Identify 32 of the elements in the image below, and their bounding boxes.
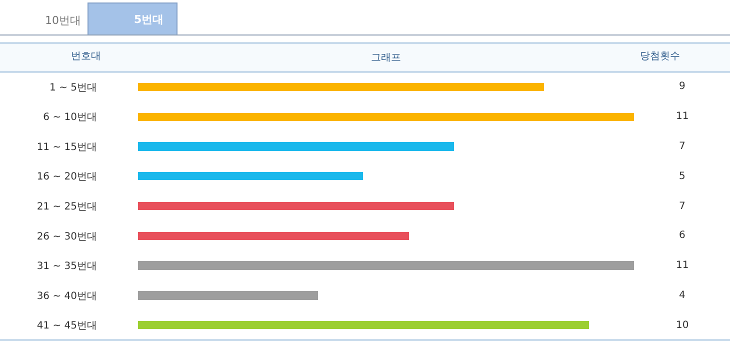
- y-tick-label: 1 ~ 5번대: [50, 82, 97, 94]
- data-label: 7: [679, 201, 686, 212]
- y-tick-label: 21 ~ 25번대: [36, 202, 97, 212]
- chart-title: 그래프: [371, 52, 401, 64]
- y-tick-label: 41 ~ 45번대: [36, 320, 97, 332]
- y-axis-title: 번호대: [71, 51, 101, 62]
- data-label: 10: [676, 320, 689, 331]
- data-label: 9: [679, 81, 686, 92]
- data-label: 4: [679, 290, 686, 301]
- bar: [138, 291, 318, 300]
- y-tick-label: 6 ~ 10번대: [43, 112, 97, 124]
- bar: [138, 142, 454, 151]
- bar: [138, 232, 409, 240]
- text: 당첨횟수: [640, 51, 680, 62]
- y-tick-label: 16 ~ 20번대: [36, 172, 97, 183]
- y-tick-label: 26 ~ 30번대: [36, 231, 97, 242]
- data-label: 5: [679, 171, 686, 182]
- bar: [138, 202, 454, 210]
- y-tick-label: 31 ~ 35번대: [36, 261, 97, 272]
- text: 5번대: [134, 13, 164, 26]
- bar: [138, 83, 544, 91]
- data-label: 11: [676, 260, 689, 271]
- data-label: 11: [676, 111, 689, 122]
- bar: [138, 172, 363, 180]
- y-tick-label: 11 ~ 15번대: [36, 142, 97, 153]
- bar: [138, 113, 634, 121]
- data-label: 6: [679, 230, 686, 241]
- text: 10번대: [45, 14, 81, 27]
- bar: [138, 321, 589, 329]
- data-label: 7: [679, 141, 686, 152]
- y-tick-label: 36 ~ 40번대: [36, 290, 97, 302]
- bar: [138, 261, 634, 270]
